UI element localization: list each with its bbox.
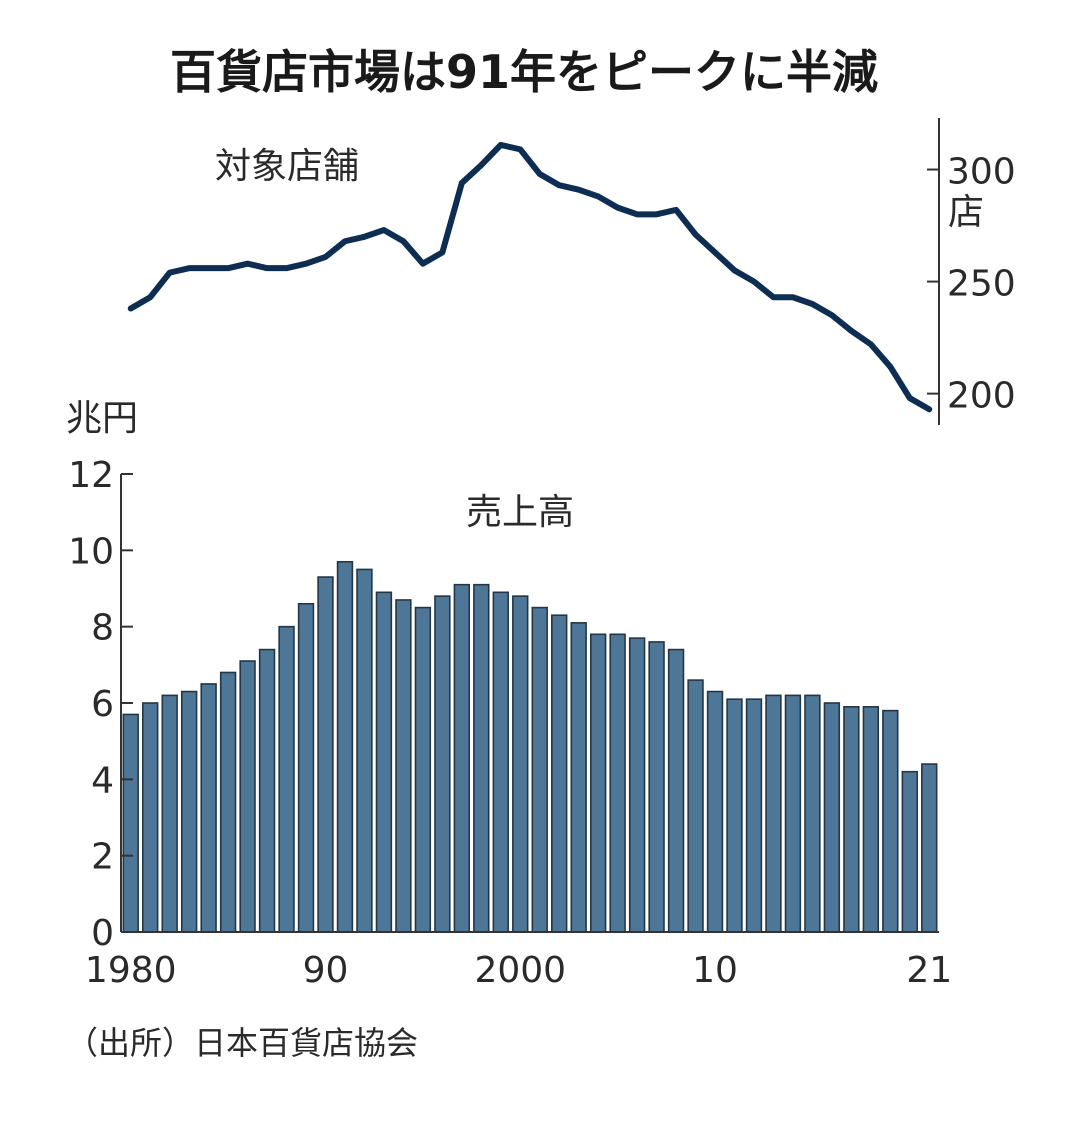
sales-bar-1989 [297,602,315,933]
sales-bar-1999 [492,591,509,933]
sales-bar-2017 [843,706,860,933]
sales-y-ticks: 0 2 4 6 8 10 12 [68,455,133,954]
sales-bar-1984 [200,683,217,933]
sales-bars [122,560,938,933]
store-count-chart: 対象店舗 200 250 300 店 [127,118,1016,425]
sales-y-tick-label: 10 [68,531,114,572]
sales-bar-1992 [356,568,373,933]
sales-bar-1991 [336,560,354,933]
sales-bar-1985 [219,671,237,933]
sales-bar-2012 [745,698,763,933]
sales-bar-1980 [122,713,139,933]
sales-bar-2005 [609,633,626,933]
sales-x-tick-label: 90 [303,950,349,991]
sales-bar-1995 [414,606,432,933]
sales-bar-1987 [258,648,276,933]
sales-bar-1983 [180,690,198,933]
sales-y-tick-label: 2 [91,837,114,878]
sales-y-tick-label: 12 [68,455,114,496]
sales-bar-2018 [862,706,880,933]
sales-bar-2001 [531,606,548,933]
sales-chart: 兆円 売上高 0 2 4 6 8 10 12 1980 90 2000 10 21 [66,398,952,991]
sales-bar-2021 [921,763,938,933]
store-count-y-ticks: 200 250 300 [927,152,1016,417]
sales-y-tick-label: 4 [91,760,114,801]
sales-y-tick-label: 6 [91,684,114,725]
sales-bar-1993 [375,591,393,933]
sales-x-tick-label: 2000 [474,950,566,991]
sales-y-tick-label: 8 [91,608,114,649]
sales-bar-2000 [512,595,529,933]
store-count-y-tick-label: 300 [947,152,1016,193]
sales-bar-1988 [278,625,295,933]
sales-bar-2019 [882,709,899,933]
sales-bar-1990 [317,576,334,933]
sales-bar-2002 [551,614,568,933]
sales-bar-2014 [784,694,802,933]
sales-bar-2011 [726,698,743,933]
sales-bar-2003 [570,622,587,933]
sales-x-tick-label: 10 [692,950,738,991]
sales-x-tick-label: 1980 [85,950,177,991]
sales-bar-2016 [823,702,841,933]
store-count-y-tick-label: 250 [947,264,1016,305]
sales-bar-1997 [453,583,471,933]
sales-bar-2006 [628,637,646,933]
sales-bar-2013 [765,694,782,933]
sales-bar-1981 [142,702,159,933]
sales-title: 売上高 [466,492,574,533]
sales-bar-2020 [901,770,918,933]
sales-bar-2009 [687,679,704,933]
sales-x-tick-label: 21 [906,950,952,991]
store-count-y-tick-label: 200 [947,376,1016,417]
sales-bar-1986 [239,660,256,933]
store-count-title: 対象店舗 [215,146,359,187]
sales-y-tick-label: 0 [91,913,114,954]
sales-bar-1994 [395,599,412,933]
sales-bar-1982 [161,694,178,933]
sales-bar-1996 [434,595,451,933]
sales-y-unit: 兆円 [66,398,138,439]
chart-title: 百貨店市場は91年をピークに半減 [170,45,878,99]
store-count-series-line [127,141,933,413]
sales-bar-2015 [804,694,821,933]
sales-x-ticks: 1980 90 2000 10 21 [85,950,952,991]
store-count-unit: 店 [948,192,984,233]
source-note: （出所）日本百貨店協会 [66,1024,418,1062]
sales-bar-2004 [589,633,607,933]
sales-bar-2010 [706,690,724,933]
sales-bar-2008 [667,648,685,933]
sales-bar-1998 [473,583,490,933]
sales-bar-2007 [648,641,665,933]
